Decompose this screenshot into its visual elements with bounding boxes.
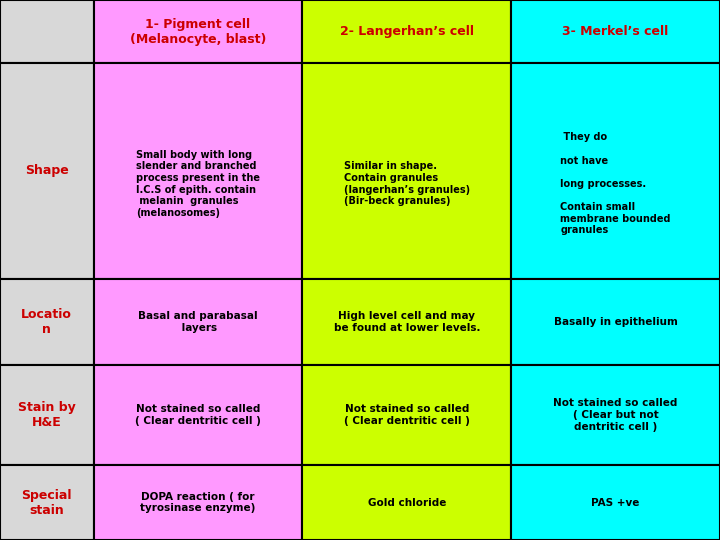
Text: DOPA reaction ( for
tyrosinase enzyme): DOPA reaction ( for tyrosinase enzyme) <box>140 492 256 514</box>
Text: Basally in epithelium: Basally in epithelium <box>554 316 678 327</box>
Bar <box>94 365 302 465</box>
Bar <box>94 465 302 540</box>
Bar <box>0 465 94 540</box>
Bar <box>302 63 511 279</box>
Bar <box>0 0 94 63</box>
Bar <box>302 365 511 465</box>
Text: Locatio
n: Locatio n <box>22 308 72 336</box>
Text: Not stained so called
( Clear dentritic cell ): Not stained so called ( Clear dentritic … <box>344 404 469 426</box>
Text: 3- Merkel’s cell: 3- Merkel’s cell <box>562 25 669 38</box>
Text: Similar in shape.
Contain granules
(langerhan’s granules)
(Bir-beck granules): Similar in shape. Contain granules (lang… <box>343 161 470 206</box>
Text: Not stained so called
( Clear but not
dentritic cell ): Not stained so called ( Clear but not de… <box>554 399 678 431</box>
Bar <box>302 465 511 540</box>
Text: High level cell and may
be found at lower levels.: High level cell and may be found at lowe… <box>333 311 480 333</box>
Bar <box>94 63 302 279</box>
Text: Basal and parabasal
 layers: Basal and parabasal layers <box>138 311 258 333</box>
Bar <box>511 365 720 465</box>
Text: Small body with long
slender and branched
process present in the
I.C.S of epith.: Small body with long slender and branche… <box>136 150 260 218</box>
Text: Gold chloride: Gold chloride <box>368 498 446 508</box>
Bar <box>302 279 511 365</box>
Text: 2- Langerhan’s cell: 2- Langerhan’s cell <box>340 25 474 38</box>
Text: Special
stain: Special stain <box>22 489 72 517</box>
Text: Shape: Shape <box>25 164 68 178</box>
Bar <box>94 279 302 365</box>
Text: 1- Pigment cell
(Melanocyte, blast): 1- Pigment cell (Melanocyte, blast) <box>130 18 266 45</box>
Text: They do

not have

long processes.

Contain small
membrane bounded
granules: They do not have long processes. Contain… <box>560 132 671 235</box>
Bar <box>511 63 720 279</box>
Bar <box>0 365 94 465</box>
Bar <box>511 465 720 540</box>
Text: Not stained so called
( Clear dentritic cell ): Not stained so called ( Clear dentritic … <box>135 404 261 426</box>
Bar <box>94 0 302 63</box>
Bar <box>511 0 720 63</box>
Bar <box>0 63 94 279</box>
Bar <box>511 279 720 365</box>
Bar <box>0 279 94 365</box>
Bar <box>302 0 511 63</box>
Text: Stain by
H&E: Stain by H&E <box>18 401 76 429</box>
Text: PAS +ve: PAS +ve <box>591 498 640 508</box>
